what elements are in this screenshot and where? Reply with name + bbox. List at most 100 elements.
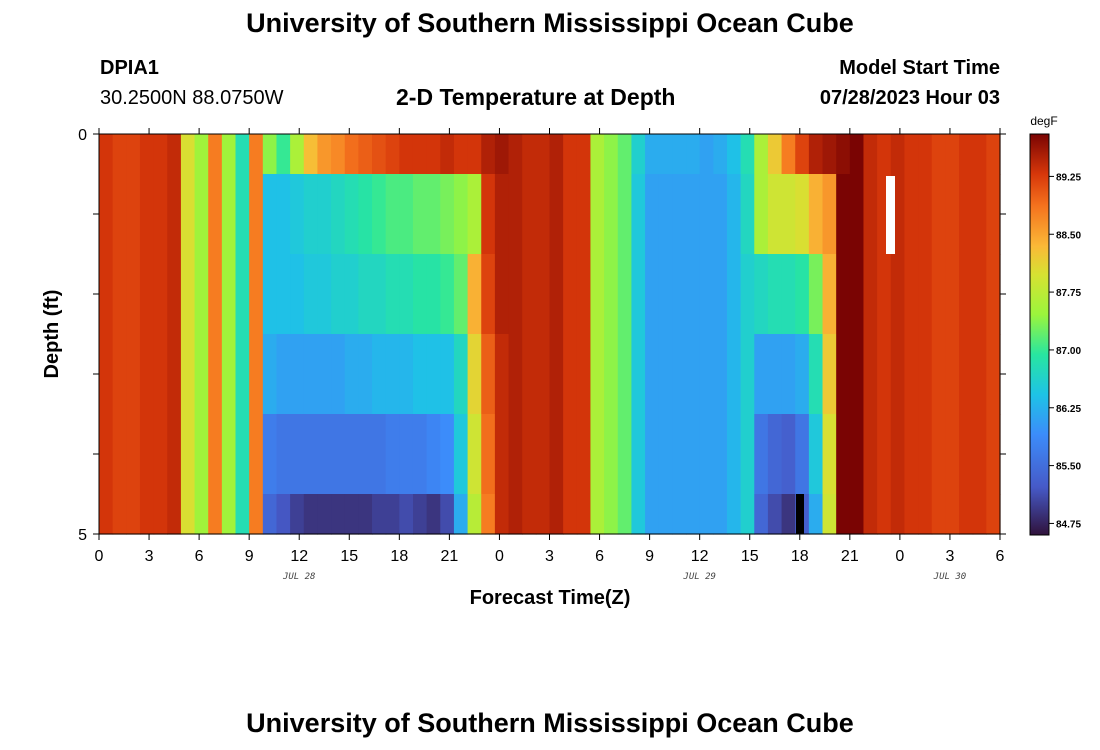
heatmap-cell (781, 494, 796, 535)
colorbar-tick-label: 87.00 (1056, 346, 1081, 357)
heatmap-cell (576, 134, 592, 175)
heatmap-cell (986, 334, 1001, 415)
heatmap-cell (399, 134, 414, 175)
heatmap-cell (877, 334, 892, 415)
heatmap-cell (180, 494, 196, 535)
heatmap-cell (126, 134, 141, 175)
heatmap-cell (412, 134, 428, 175)
heatmap-cell (699, 254, 714, 335)
heatmap-cell (849, 254, 865, 335)
heatmap-cell (126, 254, 141, 335)
heatmap-cell (699, 334, 714, 415)
heatmap-cell (686, 414, 701, 495)
heatmap-cell (412, 334, 428, 415)
heatmap-cell (194, 134, 209, 175)
heatmap-cell (412, 254, 428, 335)
heatmap-cell (344, 134, 359, 175)
heatmap-cell (99, 494, 114, 535)
colorbar-tick-label: 86.25 (1056, 404, 1081, 415)
heatmap-cell (808, 334, 824, 415)
heatmap-cell (112, 174, 127, 255)
heatmap-cell (440, 334, 455, 415)
heatmap-cell (767, 414, 783, 495)
heatmap-cell (890, 414, 906, 495)
x-tick-label: 18 (390, 548, 408, 565)
x-tick-label: 6 (595, 548, 604, 565)
heatmap-cell (822, 494, 837, 535)
heatmap-cell (221, 414, 237, 495)
heatmap-cell (508, 134, 523, 175)
heatmap-cell (112, 334, 127, 415)
heatmap-cell (385, 254, 400, 335)
heatmap-cell (481, 254, 496, 335)
heatmap-cell (726, 254, 742, 335)
heatmap-cell (863, 134, 878, 175)
heatmap-cell (972, 254, 987, 335)
heatmap-cell (713, 414, 728, 495)
heatmap-cell (931, 254, 946, 335)
heatmap-cell (959, 414, 974, 495)
heatmap-cell (126, 174, 141, 255)
heatmap-cell (481, 414, 496, 495)
heatmap-cell (617, 134, 633, 175)
x-tick-label: 21 (440, 548, 458, 565)
heatmap-cell (290, 334, 305, 415)
heatmap-cell (808, 174, 824, 255)
heatmap-cell (180, 134, 196, 175)
chart-title: 2-D Temperature at Depth (396, 84, 676, 110)
heatmap-cell (549, 334, 564, 415)
heatmap-cell (290, 494, 305, 535)
heatmap-cell (494, 334, 510, 415)
heatmap-cell (249, 334, 264, 415)
heatmap-cell (385, 414, 400, 495)
heatmap-cell (617, 174, 633, 255)
heatmap-cell (331, 494, 346, 535)
heatmap-cell (645, 334, 660, 415)
heatmap-cell (959, 174, 974, 255)
heatmap-cell (180, 414, 196, 495)
heatmap-cell (412, 494, 428, 535)
heatmap-cell (945, 414, 960, 495)
heatmap-cell (139, 134, 155, 175)
heatmap-cell (836, 494, 851, 535)
heatmap-cell (877, 134, 892, 175)
heatmap-cell (481, 494, 496, 535)
heatmap-cell (522, 254, 537, 335)
heatmap-cell (959, 254, 974, 335)
heatmap-cell (945, 494, 960, 535)
heatmap-cell (453, 414, 469, 495)
heatmap-cell (767, 134, 783, 175)
heatmap-cell (112, 134, 127, 175)
heatmap-cell (426, 134, 441, 175)
heatmap-cell (877, 254, 892, 335)
x-tick-label: 12 (691, 548, 709, 565)
station-coordinates: 30.2500N 88.0750W (100, 87, 284, 109)
heatmap-cell (822, 334, 837, 415)
heatmap-cell (303, 414, 319, 495)
heatmap-cell (590, 174, 605, 255)
heatmap-cell (836, 334, 851, 415)
heatmap-cell (303, 174, 319, 255)
heatmap-cell (590, 414, 605, 495)
heatmap-cell (221, 174, 237, 255)
heatmap-cell (467, 334, 482, 415)
heatmap-cell (754, 254, 769, 335)
heatmap-cell (276, 334, 291, 415)
heatmap-cell (658, 334, 673, 415)
heatmap-cell (931, 134, 946, 175)
heatmap-cell (904, 494, 919, 535)
heatmap-cell (180, 334, 196, 415)
heatmap-cell (262, 334, 278, 415)
heatmap-cell (372, 334, 387, 415)
colorbar-unit: degF (1030, 114, 1057, 128)
heatmap-cell (126, 414, 141, 495)
heatmap-cell (399, 494, 414, 535)
heatmap-cell (303, 334, 319, 415)
heatmap-cell (208, 254, 223, 335)
heatmap-cell (658, 494, 673, 535)
heatmap-cell (317, 334, 332, 415)
heatmap-cell (249, 134, 264, 175)
heatmap-cell (686, 254, 701, 335)
heatmap-cell (836, 134, 851, 175)
heatmap-cell (153, 134, 168, 175)
